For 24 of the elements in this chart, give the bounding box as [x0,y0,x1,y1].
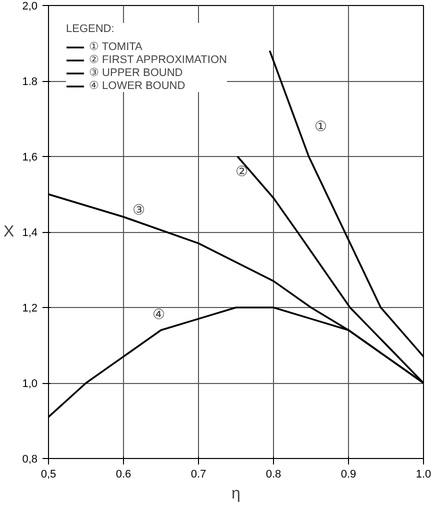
x-tick-label: 0.7 [190,468,206,480]
legend-label: ② FIRST APPROXIMATION [89,53,227,66]
x-tick-label: 0.9 [340,468,356,480]
x-tick-label: 0.6 [116,468,132,480]
legend-title: LEGEND: [66,23,116,35]
y-tick-label: 1,2 [22,302,38,314]
legend-label: ④ LOWER BOUND [89,79,186,92]
x-tick-label: 1.0 [416,468,432,480]
y-tick-label: 1,6 [22,152,38,164]
y-tick-label: 0,8 [22,454,38,466]
annotation: ③ [132,202,146,218]
annotation: ④ [152,306,166,322]
y-tick-label: 1,4 [22,227,38,239]
y-tick-label: 1,0 [22,378,38,390]
y-tick-label: 1.8 [22,76,38,88]
x-tick-label: 0,5 [40,468,56,480]
y-tick-label: 2,0 [22,0,38,12]
x-axis-title: η [232,486,240,502]
annotation: ① [314,118,328,134]
annotation: ② [235,163,248,180]
x-tick-label: 0.8 [266,468,282,480]
legend-label: ③ UPPER BOUND [89,66,183,79]
legend-label: ① TOMITA [89,40,142,53]
y-axis-title: X [4,224,15,240]
